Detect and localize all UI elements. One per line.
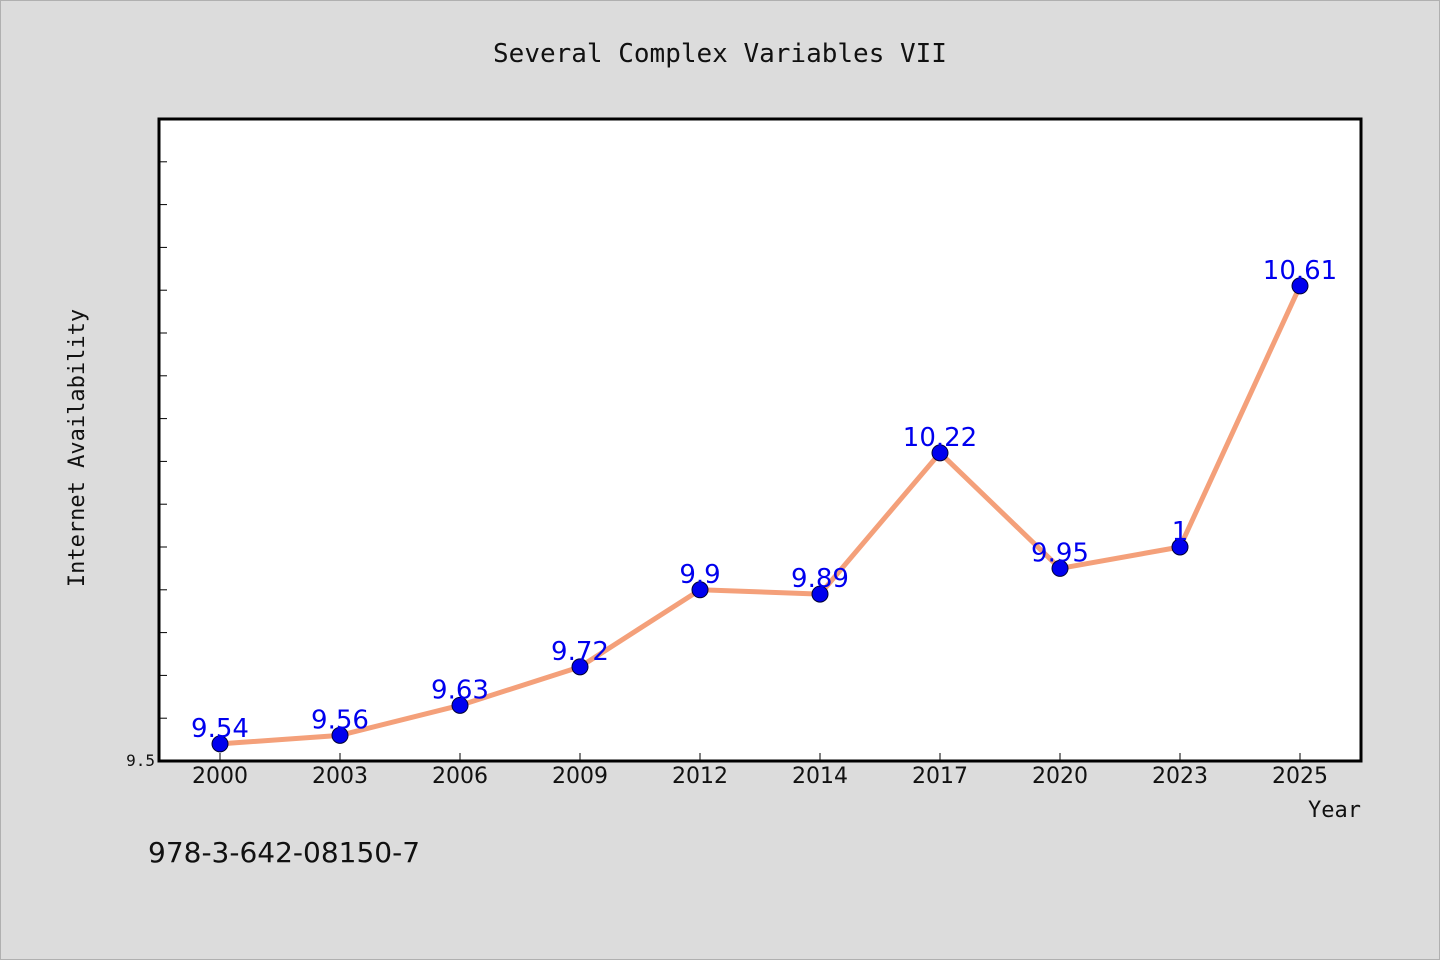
data-point (1051, 559, 1069, 577)
data-label: 10.22 (903, 423, 977, 453)
data-point (1291, 277, 1309, 295)
data-label: 10.61 (1263, 256, 1337, 286)
x-tick-label: 2000 (192, 764, 248, 789)
data-point (691, 581, 709, 599)
x-tick-label: 2023 (1152, 764, 1208, 789)
data-point (1171, 538, 1189, 556)
data-point (211, 735, 229, 753)
data-point (451, 696, 469, 714)
x-tick-label: 2025 (1272, 764, 1328, 789)
data-point (331, 726, 349, 744)
data-point (811, 585, 829, 603)
data-label: 9.54 (191, 714, 249, 744)
data-label: 9.63 (431, 675, 489, 705)
y-axis-label: Internet Availability (65, 309, 90, 587)
x-axis-ticks: 2000 2003 2006 2009 2012 2014 2017 2020 2023 2025 (192, 753, 1328, 789)
data-markers (211, 277, 1309, 753)
x-tick-label: 2003 (312, 764, 368, 789)
data-label: 9.89 (791, 564, 849, 594)
data-label: 9.72 (551, 637, 609, 667)
x-axis-label: Year (1308, 798, 1361, 823)
x-tick-label: 2014 (792, 764, 848, 789)
data-label: 9.95 (1031, 538, 1089, 568)
x-tick-label: 2017 (912, 764, 968, 789)
chart-title: Several Complex Variables VII (493, 39, 947, 69)
x-tick-label: 2006 (432, 764, 488, 789)
y-tick-label: 9.5 (126, 751, 155, 770)
plot-area (157, 117, 1363, 763)
y-axis-ticks: 9.5 (126, 161, 167, 770)
data-label: 9.9 (679, 560, 720, 590)
footer-isbn: 978-3-642-08150-7 (148, 836, 420, 869)
data-point (931, 444, 949, 462)
x-tick-label: 2020 (1032, 764, 1088, 789)
x-tick-label: 2009 (552, 764, 608, 789)
x-tick-label: 2012 (672, 764, 728, 789)
series-line (217, 283, 1303, 747)
data-label: 1 (1172, 517, 1189, 547)
data-label: 9.56 (311, 705, 369, 735)
data-labels: 9.54 9.56 9.63 9.72 9.9 9.89 10.22 9.95 1 10.61 (191, 256, 1337, 744)
data-point (571, 658, 589, 676)
